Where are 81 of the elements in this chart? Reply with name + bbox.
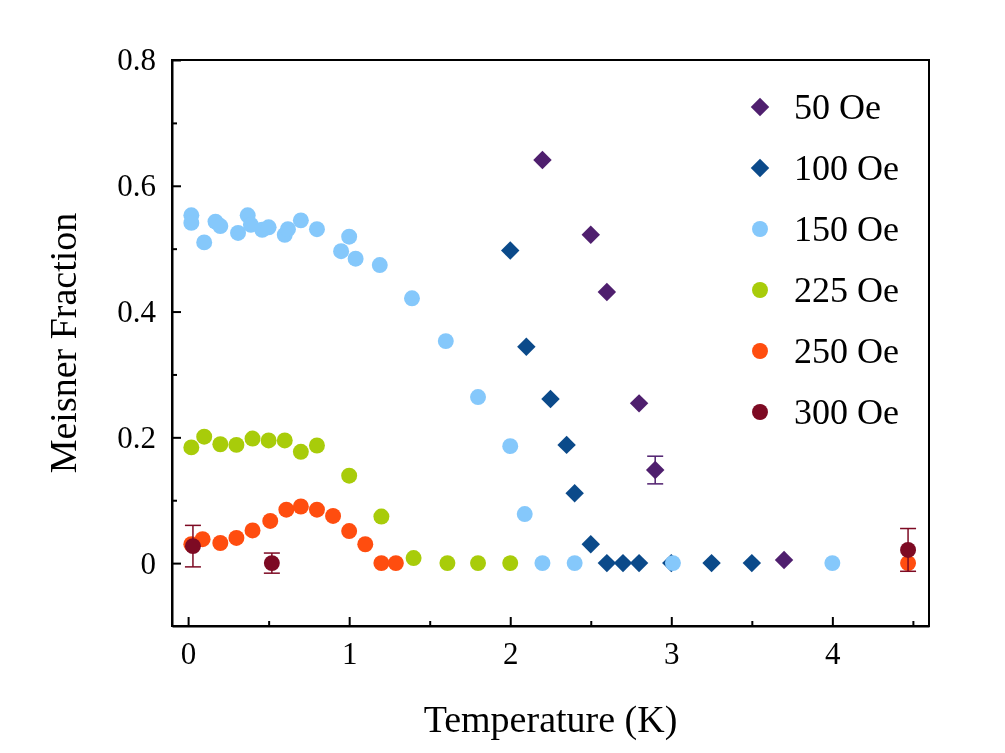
point bbox=[702, 553, 721, 573]
point bbox=[279, 221, 296, 238]
legend-label: 300 Oe bbox=[794, 392, 899, 432]
point bbox=[278, 501, 295, 518]
point bbox=[357, 536, 374, 553]
point bbox=[292, 443, 309, 460]
point bbox=[597, 282, 617, 302]
legend-label: 150 Oe bbox=[794, 209, 899, 249]
point bbox=[325, 507, 342, 524]
x-tick-label: 0 bbox=[180, 636, 197, 672]
y-tick-label: 0.6 bbox=[117, 168, 156, 204]
y-tick-label: 0 bbox=[140, 545, 156, 581]
point bbox=[308, 501, 325, 518]
point bbox=[387, 555, 404, 572]
point bbox=[581, 535, 600, 554]
point bbox=[244, 430, 261, 447]
point bbox=[516, 506, 533, 523]
point bbox=[517, 337, 536, 356]
point bbox=[470, 389, 486, 406]
point bbox=[341, 467, 358, 484]
point bbox=[183, 439, 200, 456]
point bbox=[341, 228, 358, 245]
point bbox=[824, 555, 841, 572]
point bbox=[347, 250, 364, 267]
point bbox=[212, 218, 229, 234]
x-axis-title: Temperature (K) bbox=[423, 698, 678, 741]
point bbox=[276, 432, 293, 449]
point bbox=[212, 535, 229, 551]
point bbox=[405, 550, 422, 567]
point bbox=[629, 553, 649, 573]
point bbox=[196, 234, 213, 251]
point bbox=[541, 389, 560, 409]
point bbox=[742, 553, 762, 573]
x-tick-label: 4 bbox=[825, 636, 842, 672]
point bbox=[212, 436, 229, 453]
x-tick-label: 3 bbox=[664, 636, 680, 672]
point bbox=[404, 290, 420, 307]
point bbox=[470, 555, 486, 572]
point bbox=[566, 555, 583, 572]
y-tick-label: 0.8 bbox=[117, 42, 156, 78]
point bbox=[371, 257, 388, 273]
point bbox=[341, 523, 358, 539]
legend-label: 50 Oe bbox=[794, 87, 881, 127]
legend-label: 100 Oe bbox=[794, 148, 899, 188]
point bbox=[501, 241, 520, 260]
point bbox=[230, 224, 247, 241]
point bbox=[292, 498, 309, 515]
point bbox=[196, 428, 213, 445]
point bbox=[228, 436, 245, 453]
point bbox=[502, 555, 519, 572]
point bbox=[597, 553, 617, 573]
point bbox=[228, 529, 245, 546]
point bbox=[502, 438, 519, 455]
point bbox=[260, 432, 277, 449]
y-axis-title: Meisner Fraction bbox=[42, 212, 84, 474]
point bbox=[557, 435, 576, 455]
y-tick-label: 0.4 bbox=[117, 293, 157, 329]
point bbox=[629, 394, 649, 413]
x-tick-label: 1 bbox=[341, 636, 358, 672]
point bbox=[308, 437, 325, 454]
x-tick-label: 2 bbox=[502, 636, 519, 672]
legend-label: 225 Oe bbox=[794, 270, 899, 310]
point bbox=[292, 212, 309, 229]
point bbox=[373, 508, 390, 525]
y-tick-label: 0.2 bbox=[117, 419, 156, 455]
point bbox=[613, 553, 633, 573]
point bbox=[774, 550, 794, 570]
point bbox=[244, 522, 261, 539]
point bbox=[437, 333, 454, 350]
point bbox=[262, 513, 279, 529]
point bbox=[333, 243, 350, 260]
point bbox=[645, 460, 665, 480]
point bbox=[581, 225, 600, 245]
point bbox=[534, 555, 551, 572]
point bbox=[308, 221, 325, 238]
point bbox=[900, 541, 917, 558]
point bbox=[439, 555, 456, 572]
point bbox=[533, 150, 552, 170]
point bbox=[373, 555, 390, 572]
point bbox=[565, 484, 584, 503]
legend-label: 250 Oe bbox=[794, 331, 899, 371]
